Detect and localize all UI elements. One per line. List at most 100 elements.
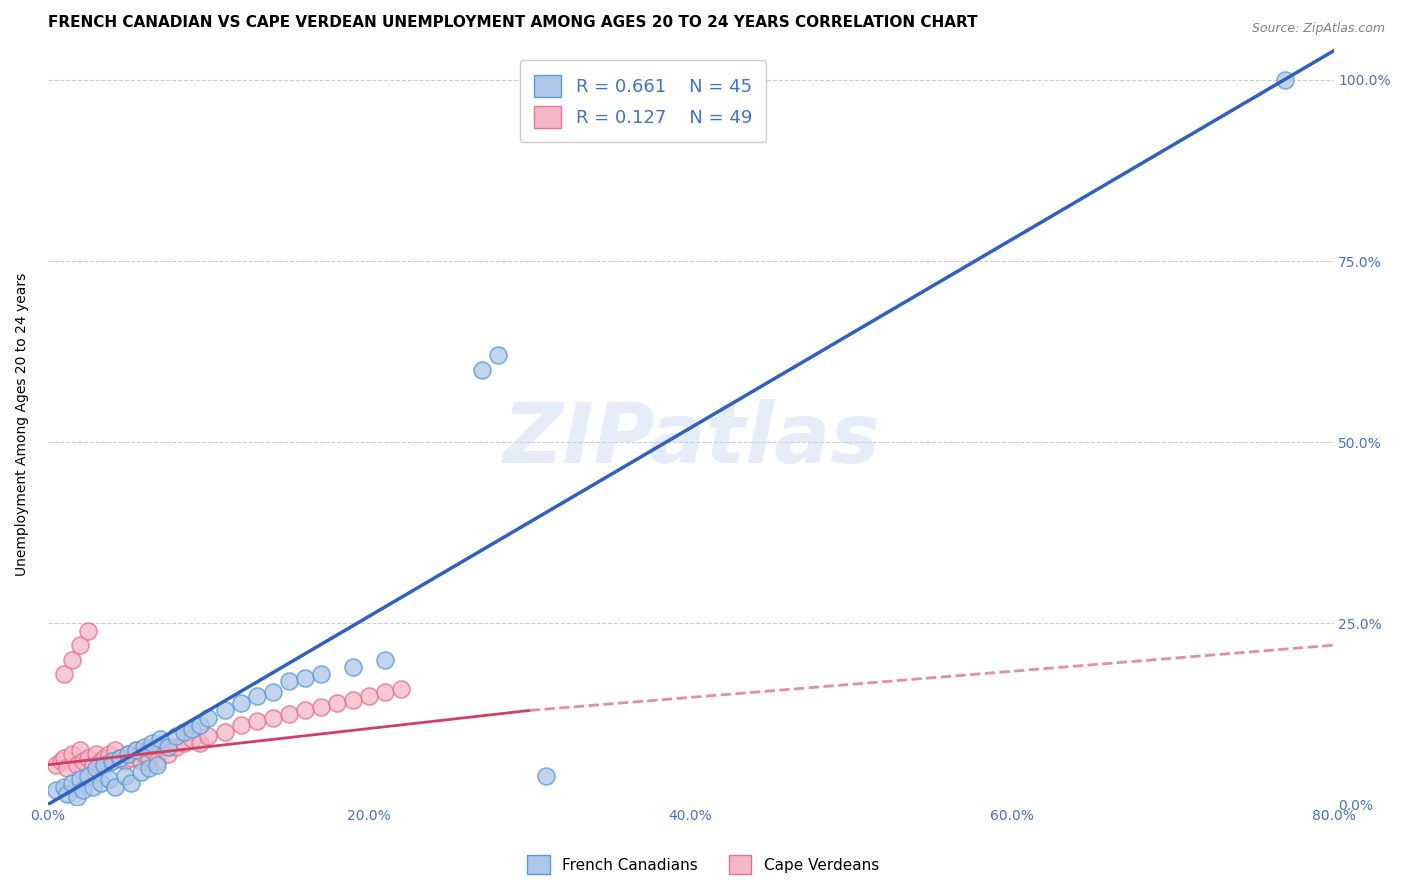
Point [277, 674, 299, 689]
Point [294, 671, 316, 685]
Point [229, 718, 252, 732]
Point [69, 772, 91, 787]
Point [326, 696, 349, 710]
Point [69, 743, 91, 757]
Point [309, 699, 332, 714]
Point [56, 787, 79, 801]
Point [97, 747, 120, 761]
Point [129, 764, 152, 779]
Point [181, 722, 204, 736]
Point [262, 685, 284, 699]
Point [101, 754, 124, 768]
Point [97, 772, 120, 787]
Point [190, 736, 212, 750]
Point [104, 743, 127, 757]
Point [52, 667, 75, 681]
Point [146, 754, 169, 768]
Point [471, 363, 494, 377]
Point [125, 743, 148, 757]
Point [114, 769, 136, 783]
Text: Source: ZipAtlas.com: Source: ZipAtlas.com [1251, 22, 1385, 36]
Point [342, 660, 364, 674]
Point [84, 747, 107, 761]
Point [114, 754, 136, 768]
Point [56, 761, 79, 775]
Point [60, 776, 83, 790]
Point [146, 757, 169, 772]
Point [246, 689, 269, 703]
Point [374, 653, 396, 667]
Point [138, 761, 160, 775]
Point [359, 689, 381, 703]
Point [77, 750, 100, 764]
Point [49, 754, 72, 768]
Point [72, 754, 94, 768]
Point [117, 747, 139, 761]
Point [69, 638, 91, 652]
Point [77, 624, 100, 638]
Point [138, 750, 160, 764]
Point [101, 754, 124, 768]
Point [52, 750, 75, 764]
Point [190, 718, 212, 732]
Point [309, 667, 332, 681]
Point [66, 757, 89, 772]
Point [294, 703, 316, 717]
Point [84, 761, 107, 775]
Point [134, 739, 156, 754]
Point [125, 743, 148, 757]
Y-axis label: Unemployment Among Ages 20 to 24 years: Unemployment Among Ages 20 to 24 years [15, 273, 30, 575]
Point [197, 729, 219, 743]
Point [165, 739, 187, 754]
Point [141, 743, 163, 757]
Point [214, 725, 236, 739]
Legend: French Canadians, Cape Verdeans: French Canadians, Cape Verdeans [522, 849, 884, 880]
Point [229, 696, 252, 710]
Point [77, 769, 100, 783]
Point [374, 685, 396, 699]
Point [108, 750, 131, 764]
Point [149, 739, 172, 754]
Point [82, 757, 104, 772]
Point [93, 750, 115, 764]
Point [173, 736, 195, 750]
Point [60, 653, 83, 667]
Point [486, 348, 509, 362]
Point [60, 747, 83, 761]
Text: FRENCH CANADIAN VS CAPE VERDEAN UNEMPLOYMENT AMONG AGES 20 TO 24 YEARS CORRELATI: FRENCH CANADIAN VS CAPE VERDEAN UNEMPLOY… [48, 15, 977, 30]
Point [214, 703, 236, 717]
Point [277, 706, 299, 721]
Point [52, 780, 75, 794]
Point [157, 739, 180, 754]
Point [246, 714, 269, 729]
Point [120, 750, 142, 764]
Point [90, 776, 112, 790]
Point [197, 711, 219, 725]
Point [165, 729, 187, 743]
Point [117, 747, 139, 761]
Point [104, 780, 127, 794]
Legend: R = 0.661    N = 45, R = 0.127    N = 49: R = 0.661 N = 45, R = 0.127 N = 49 [520, 61, 766, 143]
Point [173, 725, 195, 739]
Point [262, 711, 284, 725]
Text: ZIPatlas: ZIPatlas [502, 399, 880, 480]
Point [66, 790, 89, 805]
Point [389, 681, 412, 696]
Point [93, 757, 115, 772]
Point [45, 783, 67, 797]
Point [82, 780, 104, 794]
Point [134, 747, 156, 761]
Point [141, 736, 163, 750]
Point [72, 783, 94, 797]
Point [534, 769, 557, 783]
Point [90, 754, 112, 768]
Point [45, 757, 67, 772]
Point [342, 692, 364, 706]
Point [129, 754, 152, 768]
Point [149, 732, 172, 747]
Point [1274, 73, 1296, 87]
Point [108, 750, 131, 764]
Point [120, 776, 142, 790]
Point [181, 732, 204, 747]
Point [157, 747, 180, 761]
